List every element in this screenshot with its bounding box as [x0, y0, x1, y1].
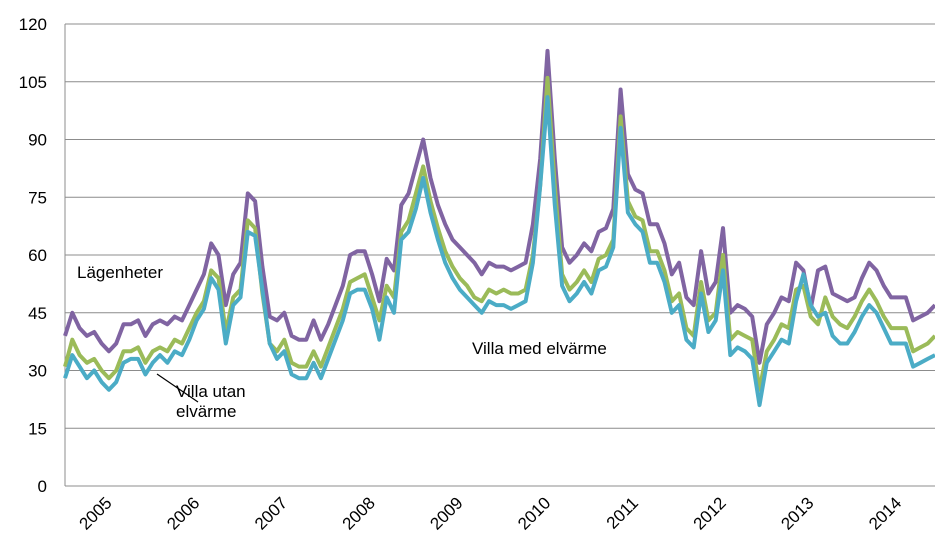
x-tick-label: 2005	[76, 493, 116, 533]
y-tick-label: 45	[28, 304, 47, 323]
series-line	[63, 48, 935, 365]
annotation: Lägenheter	[77, 263, 163, 282]
x-tick-label: 2011	[603, 493, 642, 532]
y-tick-label: 60	[28, 246, 47, 265]
annotation: Villa utan	[176, 382, 246, 401]
x-tick-label: 2010	[514, 493, 554, 533]
series-line	[63, 75, 935, 392]
annotation-leader	[156, 373, 199, 403]
x-tick-label: 2009	[426, 493, 466, 533]
y-tick-label: 0	[38, 477, 47, 496]
y-tick-label: 90	[28, 131, 47, 150]
y-tick-label: 30	[28, 362, 47, 381]
annotation: elvärme	[176, 402, 236, 421]
series-line	[63, 95, 935, 408]
y-tick-label: 15	[28, 419, 47, 438]
x-tick-label: 2007	[251, 493, 291, 533]
x-tick-label: 2014	[865, 493, 905, 533]
y-tick-label: 120	[19, 15, 47, 34]
y-tick-label: 75	[28, 188, 47, 207]
y-tick-label: 105	[19, 73, 47, 92]
x-tick-label: 2008	[339, 493, 379, 533]
x-tick-label: 2013	[777, 493, 817, 533]
x-tick-label: 2012	[690, 493, 730, 533]
annotation: Villa med elvärme	[472, 339, 607, 358]
x-tick-label: 2006	[163, 493, 203, 533]
